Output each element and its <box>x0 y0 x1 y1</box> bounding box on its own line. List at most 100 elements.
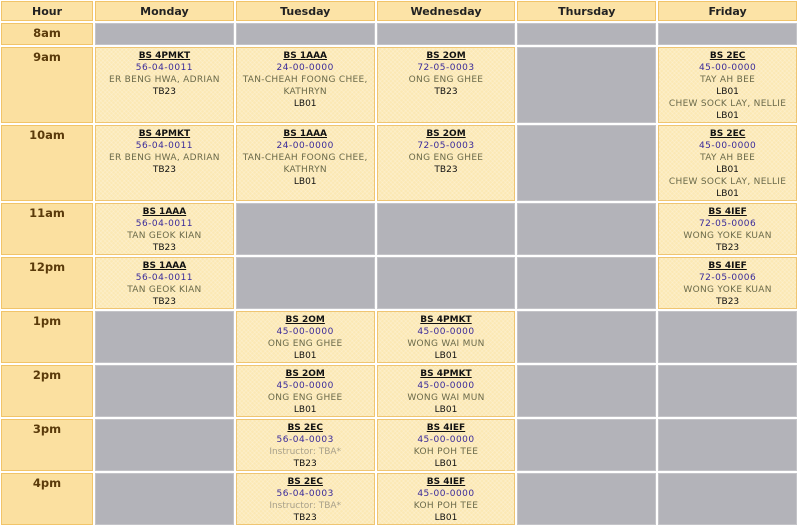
column-header-wednesday: Wednesday <box>376 1 516 21</box>
room-code: LB01 <box>716 87 739 97</box>
empty-slot <box>235 23 375 45</box>
course-link[interactable]: BS 2EC <box>709 129 746 139</box>
course-link[interactable]: BS 4IEF <box>426 423 466 433</box>
column-header-hour: Hour <box>1 1 93 21</box>
class-slot: BS 2EC 56-04-0003 Instructor: TBA* TB23 <box>235 473 375 525</box>
room-code: LB01 <box>293 177 317 187</box>
room-code: TB23 <box>434 87 458 97</box>
room-code: TB23 <box>434 165 458 175</box>
section-code: 24-00-0000 <box>276 141 334 151</box>
empty-slot <box>517 257 657 309</box>
timetable-row: 2pm BS 2OM 45-00-0000 ONG ENG GHEE LB01 BS 4P… <box>1 365 797 417</box>
empty-slot <box>517 23 657 45</box>
instructor-name: Instructor: TBA* <box>269 447 342 457</box>
room-code: TB23 <box>293 513 317 523</box>
hour-label: 4pm <box>1 473 93 525</box>
class-slot: BS 1AAA 56-04-0011 TAN GEOK KIAN TB23 <box>95 257 234 309</box>
class-slot: BS 4IEF 72-05-0006 WONG YOKE KUAN TB23 <box>658 203 797 255</box>
course-link[interactable]: BS 1AAA <box>142 207 187 217</box>
empty-slot <box>517 419 657 471</box>
class-slot: BS 1AAA 24-00-0000 TAN-CHEAH FOONG CHEE, K… <box>235 47 375 123</box>
room-code: LB01 <box>293 351 317 361</box>
empty-slot <box>658 365 797 417</box>
course-link[interactable]: BS 4IEF <box>708 261 747 271</box>
room-code: LB01 <box>434 513 458 523</box>
class-slot: BS 2EC 45-00-0000 TAY AH BEE LB01 CHEW SOCK … <box>658 125 797 201</box>
course-link[interactable]: BS 1AAA <box>283 129 328 139</box>
class-slot: BS 4PMKT 56-04-0011 ER BENG HWA, ADRIAN TB2… <box>95 125 234 201</box>
instructor-name: CHEW SOCK LAY, NELLIE <box>668 177 787 187</box>
room-code: TB23 <box>716 243 740 253</box>
course-link[interactable]: BS 4PMKT <box>420 369 472 379</box>
instructor-name: WONG YOKE KUAN <box>683 231 772 241</box>
instructor-name: WONG WAI MUN <box>407 339 485 349</box>
hour-label: 2pm <box>1 365 93 417</box>
course-link[interactable]: BS 2EC <box>287 423 323 433</box>
timetable-row: 1pm BS 2OM 45-00-0000 ONG ENG GHEE LB01 BS 4P… <box>1 311 797 363</box>
room-code: TB23 <box>152 297 176 307</box>
course-link[interactable]: BS 1AAA <box>142 261 187 271</box>
course-link[interactable]: BS 2EC <box>709 51 746 61</box>
section-code: 72-05-0006 <box>698 219 757 229</box>
class-slot: BS 1AAA 56-04-0011 TAN GEOK KIAN TB23 <box>95 203 234 255</box>
course-link[interactable]: BS 4IEF <box>426 477 466 487</box>
empty-slot <box>517 125 657 201</box>
section-code: 56-04-0011 <box>135 63 194 73</box>
hour-label: 1pm <box>1 311 93 363</box>
room-code: LB01 <box>434 351 458 361</box>
hour-label: 9am <box>1 47 93 123</box>
empty-slot <box>517 47 657 123</box>
empty-slot <box>517 203 657 255</box>
instructor-name: ONG ENG GHEE <box>408 153 484 163</box>
room-code: LB01 <box>293 99 317 109</box>
timetable-row: 4pm BS 2EC 56-04-0003 Instructor: TBA* TB23 B… <box>1 473 797 525</box>
course-link[interactable]: BS 2OM <box>426 129 466 139</box>
course-link[interactable]: BS 2OM <box>285 315 325 325</box>
class-slot: BS 4IEF 72-05-0006 WONG YOKE KUAN TB23 <box>658 257 797 309</box>
section-code: 56-04-0011 <box>135 141 194 151</box>
empty-slot <box>235 203 375 255</box>
instructor-name: TAY AH BEE <box>700 75 756 85</box>
course-link[interactable]: BS 2EC <box>287 477 323 487</box>
timetable-row: 12pm BS 1AAA 56-04-0011 TAN GEOK KIAN TB23 BS… <box>1 257 797 309</box>
class-slot: BS 2OM 72-05-0003 ONG ENG GHEE TB23 <box>376 125 516 201</box>
empty-slot <box>95 419 234 471</box>
section-code: 45-00-0000 <box>698 141 757 151</box>
column-header-monday: Monday <box>95 1 234 21</box>
timetable-row: 8am <box>1 23 797 45</box>
class-slot: BS 1AAA 24-00-0000 TAN-CHEAH FOONG CHEE, K… <box>235 125 375 201</box>
room-code: TB23 <box>293 459 317 469</box>
room-code: LB01 <box>716 189 739 199</box>
instructor-name: Instructor: TBA* <box>269 501 342 511</box>
class-slot: BS 2OM 45-00-0000 ONG ENG GHEE LB01 <box>235 365 375 417</box>
course-link[interactable]: BS 4PMKT <box>138 51 191 61</box>
column-header-thursday: Thursday <box>517 1 657 21</box>
course-link[interactable]: BS 4IEF <box>708 207 747 217</box>
room-code: TB23 <box>152 165 176 175</box>
empty-slot <box>376 257 516 309</box>
instructor-name: TAY AH BEE <box>700 153 756 163</box>
section-code: 56-04-0011 <box>135 273 194 283</box>
course-link[interactable]: BS 2OM <box>285 369 325 379</box>
timetable-row: 11am BS 1AAA 56-04-0011 TAN GEOK KIAN TB23 BS… <box>1 203 797 255</box>
empty-slot <box>517 473 657 525</box>
room-code: LB01 <box>716 165 739 175</box>
hour-label: 11am <box>1 203 93 255</box>
empty-slot <box>658 419 797 471</box>
room-code: LB01 <box>434 405 458 415</box>
instructor-name: KOH POH TEE <box>413 501 479 511</box>
course-link[interactable]: BS 4PMKT <box>420 315 472 325</box>
course-link[interactable]: BS 1AAA <box>283 51 328 61</box>
section-code: 24-00-0000 <box>276 63 334 73</box>
course-link[interactable]: BS 2OM <box>426 51 466 61</box>
section-code: 56-04-0003 <box>276 489 334 499</box>
course-link[interactable]: BS 4PMKT <box>138 129 191 139</box>
section-code: 45-00-0000 <box>417 327 475 337</box>
empty-slot <box>376 23 516 45</box>
empty-slot <box>517 311 657 363</box>
class-slot: BS 4IEF 45-00-0000 KOH POH TEE LB01 <box>376 419 516 471</box>
room-code: TB23 <box>716 297 740 307</box>
class-slot: BS 4PMKT 56-04-0011 ER BENG HWA, ADRIAN TB2… <box>95 47 234 123</box>
instructor-name: ONG ENG GHEE <box>267 339 343 349</box>
empty-slot <box>658 473 797 525</box>
